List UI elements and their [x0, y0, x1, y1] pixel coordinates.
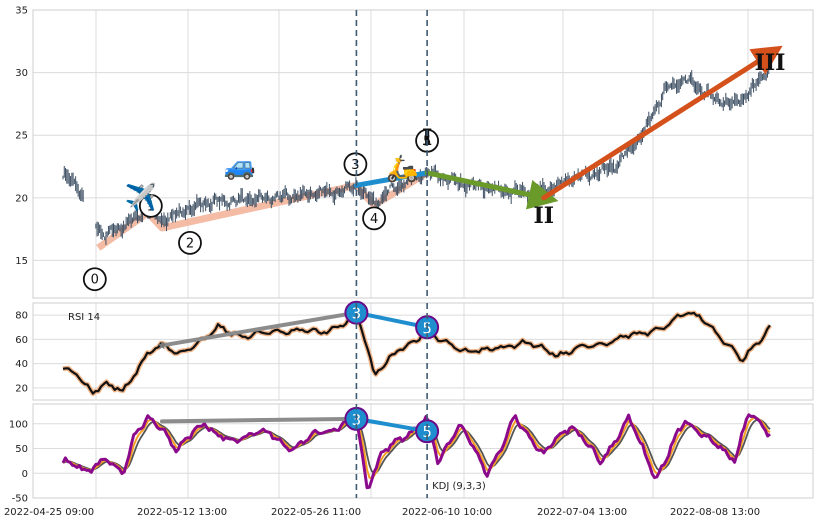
trend-line [541, 45, 783, 201]
kdj-ytick-label: 100 [9, 419, 28, 430]
wave-marker-circle [343, 152, 368, 177]
price-ytick-label: 15 [15, 256, 28, 267]
x-tick-label: 2022-07-04 13:00 [537, 507, 627, 518]
scooter-icon: 🛵 [386, 154, 418, 184]
rsi-star-marker: ★ [157, 338, 168, 352]
kdj-frame [32, 403, 814, 499]
wave-marker-label: 1 [147, 199, 155, 214]
x-tick-label: 2022-06-10 10:00 [402, 507, 492, 518]
price-frame [32, 9, 814, 299]
x-tick-label: 2022-08-08 13:00 [670, 507, 760, 518]
rsi-divergence-line [159, 310, 359, 348]
wave-marker-label: 0 [91, 273, 99, 288]
price-ytick-label: 25 [15, 131, 28, 142]
trend-line [353, 170, 430, 188]
wave-marker-circle [82, 267, 107, 292]
wave-marker-circle [138, 193, 163, 218]
wave-marker-label: 3 [351, 158, 359, 173]
rsi-ytick-label: 20 [15, 383, 28, 394]
price-background [33, 10, 813, 298]
x-tick-label: 2022-04-25 09:00 [4, 507, 94, 518]
kdj-ytick-label: 50 [15, 444, 28, 455]
x-axis: 2022-04-25 09:00 2022-05-12 13:00 2022-05-… [4, 507, 760, 518]
kdj-ytick-label: -50 [12, 494, 28, 505]
price-panel: 1520253035012345IIIIII✈️🚙🛵 [15, 6, 814, 299]
price-ytick-label: 20 [15, 193, 28, 204]
kdj-divergence-line [159, 416, 359, 424]
rsi-ytick-label: 80 [15, 311, 28, 322]
roman-wave-label: II [533, 203, 554, 229]
trend-line [424, 170, 559, 210]
rsi-label: RSI 14 [68, 312, 100, 323]
wave-marker-label: 4 [370, 212, 378, 227]
kdj-ytick-label: 0 [22, 469, 28, 480]
x-tick-label: 2022-05-12 13:00 [137, 507, 227, 518]
kdj-panel: -5005010035KDJ (9,3,3) [9, 403, 814, 505]
car-icon: 🚙 [224, 152, 256, 182]
roman-wave-label: III [755, 50, 786, 76]
rsi-ytick-label: 40 [15, 359, 28, 370]
wave-marker-circle [178, 230, 202, 255]
airplane-icon: ✈️ [125, 181, 157, 213]
wave-marker-label: 5 [422, 423, 432, 441]
price-ytick-label: 30 [15, 68, 28, 79]
rsi-ytick-label: 60 [15, 335, 28, 346]
rsi-divergence-line [354, 310, 430, 330]
kdj-label: KDJ (9,3,3) [432, 481, 486, 492]
price-ytick-label: 35 [15, 6, 28, 17]
wave-marker-circle [362, 206, 386, 231]
x-tick-label: 2022-05-26 11:00 [271, 507, 361, 518]
wave-marker-circle [415, 419, 440, 444]
rsi-line [62, 310, 771, 395]
wave-marker-label: 2 [186, 236, 194, 251]
roman-wave-label: I [422, 125, 432, 151]
rsi-frame [32, 302, 814, 401]
